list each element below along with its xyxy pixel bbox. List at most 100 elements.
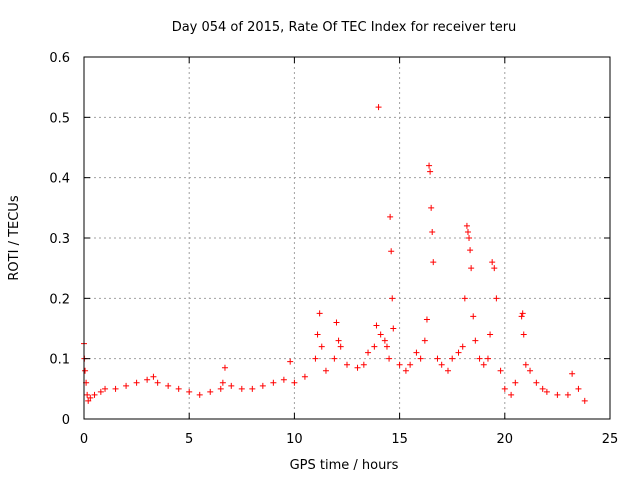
data-point (421, 337, 428, 344)
x-tick-label: 0 (80, 432, 88, 447)
data-point (316, 310, 323, 317)
data-point (520, 331, 527, 338)
data-point (291, 379, 298, 386)
data-point (150, 373, 157, 380)
y-tick-label: 0.3 (49, 232, 70, 247)
data-point (360, 361, 367, 368)
data-point (337, 343, 344, 350)
y-tick-labels: 0 0.1 0.2 0.3 0.4 0.5 0.6 (49, 51, 70, 428)
data-point (322, 367, 329, 374)
data-point (123, 382, 130, 389)
grid (84, 57, 610, 419)
data-point (238, 385, 245, 392)
data-point (314, 331, 321, 338)
data-point (539, 385, 546, 392)
data-point (97, 388, 104, 395)
data-point (377, 331, 384, 338)
y-tick-label: 0 (62, 413, 70, 428)
data-point (82, 367, 89, 374)
data-point (575, 385, 582, 392)
data-point (207, 388, 214, 395)
data-point (463, 222, 470, 229)
data-point (312, 355, 319, 362)
data-point (417, 355, 424, 362)
data-point (102, 385, 109, 392)
data-point (402, 367, 409, 374)
x-tick-label: 20 (497, 432, 514, 447)
data-point (154, 379, 161, 386)
data-point (429, 228, 436, 235)
data-point (430, 259, 437, 266)
data-point (518, 313, 525, 320)
data-point (87, 394, 94, 401)
data-point (493, 295, 500, 302)
data-point (491, 265, 498, 272)
data-point (512, 379, 519, 386)
data-point (508, 391, 515, 398)
data-point (371, 343, 378, 350)
x-tick-label: 25 (602, 432, 619, 447)
data-point (467, 247, 474, 254)
data-point (373, 322, 380, 329)
data-point (318, 343, 325, 350)
data-points (81, 104, 588, 404)
data-point (375, 104, 382, 111)
x-tick-label: 10 (286, 432, 303, 447)
data-point (444, 367, 451, 374)
data-point (270, 379, 277, 386)
x-tick-label: 15 (391, 432, 408, 447)
data-point (423, 316, 430, 323)
data-point (91, 391, 98, 398)
data-point (396, 361, 403, 368)
data-point (476, 355, 483, 362)
data-point (468, 265, 475, 272)
data-point (489, 259, 496, 266)
data-point (84, 391, 91, 398)
data-point (333, 319, 340, 326)
x-tick-label: 5 (185, 432, 193, 447)
data-point (389, 295, 396, 302)
data-point (85, 397, 92, 404)
data-point (388, 248, 395, 255)
data-point (581, 397, 588, 404)
data-point (527, 367, 534, 374)
data-point (497, 367, 504, 374)
data-point (455, 349, 462, 356)
data-point (466, 235, 473, 241)
data-point (354, 364, 361, 371)
data-point (387, 213, 394, 220)
data-point (221, 364, 228, 371)
x-tick-labels: 0 5 10 15 20 25 (80, 432, 618, 447)
axis-ticks (83, 56, 611, 420)
y-axis-label: ROTI / TECUs (7, 195, 22, 280)
data-point (501, 385, 508, 392)
data-point (413, 349, 420, 356)
data-point (196, 391, 203, 398)
data-point (217, 385, 224, 392)
y-tick-label: 0.4 (49, 172, 70, 187)
data-point (133, 379, 140, 386)
data-point (287, 358, 294, 365)
data-point (487, 331, 494, 338)
data-point (228, 382, 235, 389)
data-point (459, 343, 466, 350)
data-point (165, 382, 172, 389)
data-point (533, 379, 540, 386)
data-point (112, 385, 119, 392)
data-point (428, 204, 435, 211)
data-point (301, 373, 308, 380)
data-point (407, 361, 414, 368)
data-point (464, 228, 471, 235)
data-point (438, 361, 445, 368)
data-point (386, 355, 393, 362)
data-point (427, 168, 434, 175)
data-point (259, 382, 266, 389)
data-point (470, 313, 477, 320)
data-point (186, 388, 193, 395)
y-tick-label: 0.5 (49, 111, 70, 126)
data-point (434, 355, 441, 362)
y-tick-label: 0.1 (49, 353, 70, 368)
data-point (519, 310, 526, 317)
data-point (543, 388, 550, 395)
data-point (383, 343, 390, 350)
